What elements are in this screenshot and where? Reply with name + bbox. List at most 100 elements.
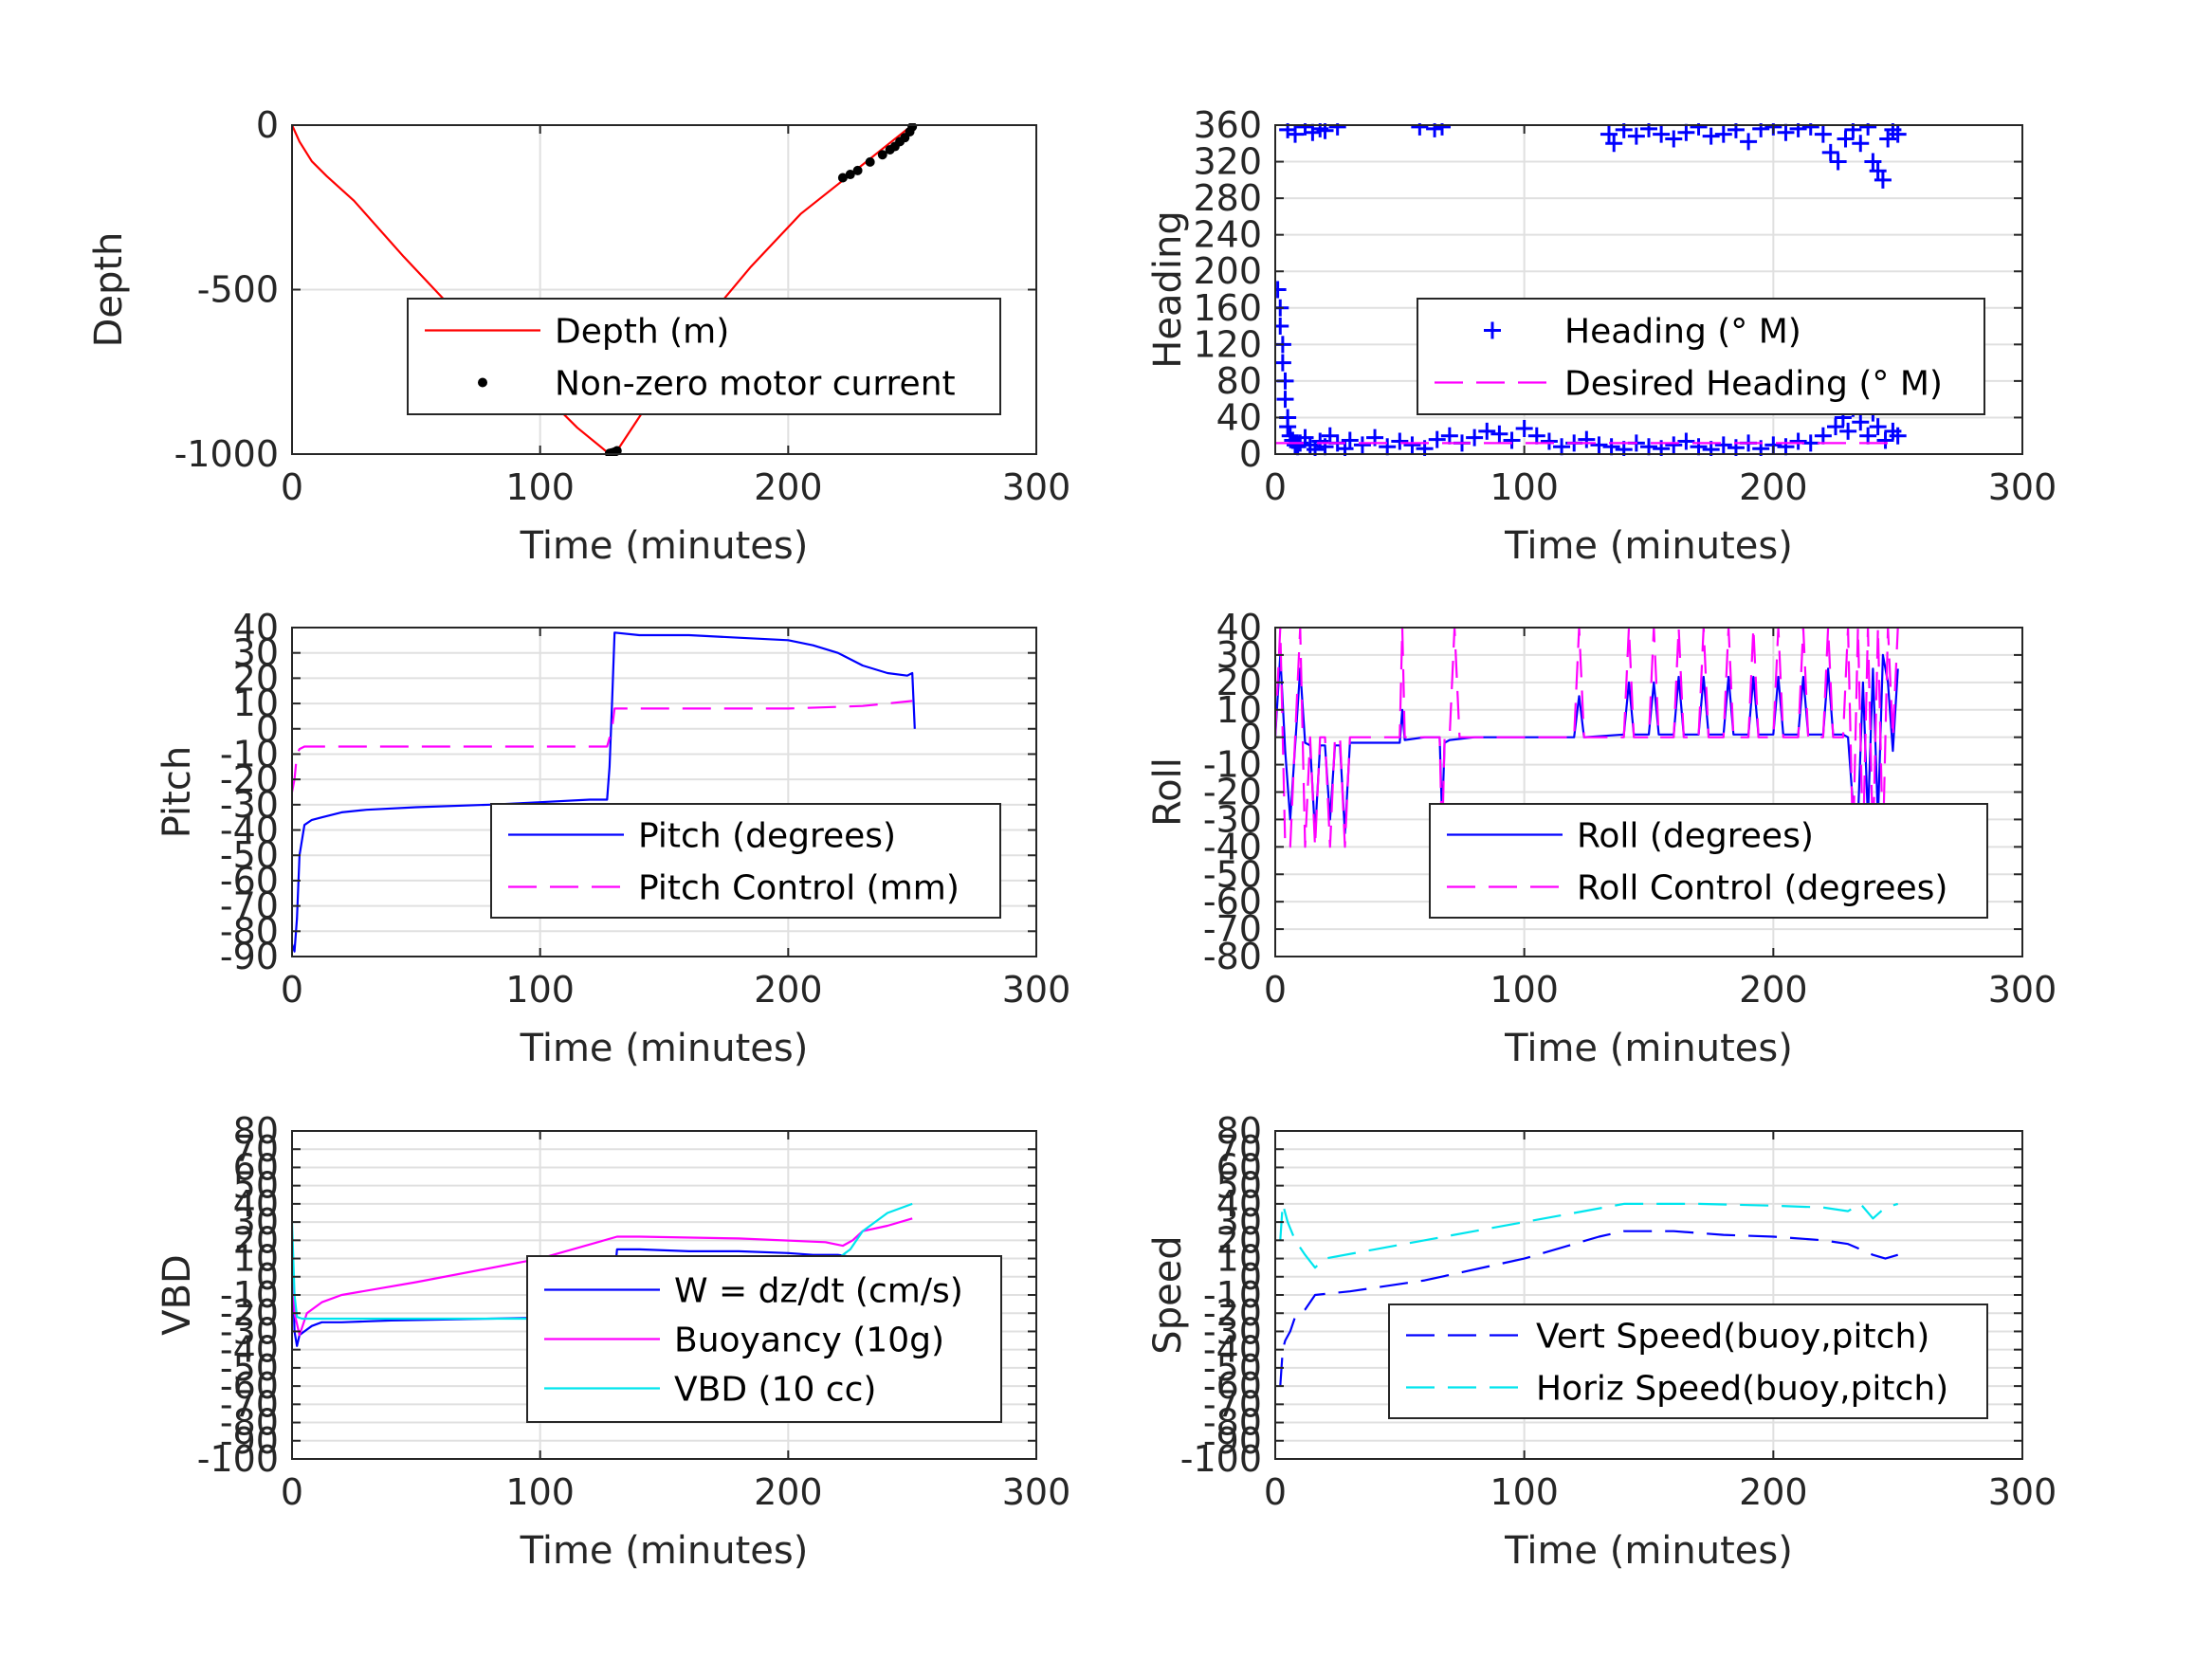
y-tick-label: 10 — [233, 683, 279, 724]
y-tick-label: -40 — [1203, 1329, 1262, 1371]
y-tick-label: -70 — [220, 885, 279, 927]
series-1-point — [1341, 431, 1359, 449]
y-tick-label: -50 — [1203, 853, 1262, 895]
series-1-point — [1889, 427, 1907, 445]
y-tick-label: 60 — [1216, 1146, 1262, 1188]
y-tick-label: -500 — [197, 269, 279, 311]
series-1-point — [1876, 431, 1894, 449]
series-1-point — [1466, 428, 1484, 447]
series-1-point — [1600, 125, 1618, 143]
y-tick-label: -20 — [1203, 1292, 1262, 1334]
y-tick-label: 0 — [1239, 433, 1262, 475]
y-tick-label: -60 — [220, 860, 279, 902]
y-tick-label: -50 — [220, 1347, 279, 1389]
series-1-point — [1590, 436, 1608, 454]
series-1-point — [1821, 143, 1839, 161]
y-tick-label: -10 — [220, 1274, 279, 1316]
series-1-point — [1411, 123, 1429, 136]
y-tick-label: -80 — [1203, 936, 1262, 977]
y-tick-label: 40 — [1216, 396, 1262, 438]
legend: Roll (degrees) Roll Control (degrees) — [1429, 803, 1988, 919]
x-tick-label: 200 — [754, 1471, 823, 1513]
series-1-point — [1615, 123, 1633, 138]
axes-frame — [1274, 124, 2023, 455]
series-1-point — [1433, 123, 1451, 136]
series-1-point — [1869, 418, 1887, 436]
x-tick-label: 0 — [1264, 969, 1287, 1011]
series-1-point — [1275, 281, 1287, 299]
y-tick-label: -80 — [220, 910, 279, 952]
series-1-point — [1403, 436, 1421, 454]
series-2-point — [845, 170, 855, 180]
y-tick-label: 60 — [233, 1146, 279, 1188]
y-tick-label: -100 — [1180, 1438, 1262, 1480]
series-2-line — [292, 700, 913, 793]
y-tick-label: -10 — [1203, 744, 1262, 786]
y-tick-label: 30 — [1216, 634, 1262, 676]
x-tick-label: 200 — [1739, 1471, 1808, 1513]
series-group — [1275, 123, 1907, 456]
y-tick-label: 30 — [1216, 1201, 1262, 1243]
y-axis-label: Roll — [1146, 757, 1190, 827]
y-tick-label: 50 — [233, 1165, 279, 1207]
y-tick-label: -50 — [1203, 1347, 1262, 1389]
y-tick-label: 200 — [1193, 250, 1262, 292]
series-1-point — [1777, 438, 1795, 456]
y-tick-label: -40 — [220, 1329, 279, 1371]
series-1-point — [1287, 125, 1305, 143]
y-tick-label: -10 — [1203, 1274, 1262, 1316]
y-tick-label: -30 — [220, 1310, 279, 1352]
series-1-point — [1289, 438, 1307, 456]
legend: W = dz/dt (cm/s) Buoyancy (10g) VBD (10 cc… — [526, 1255, 1002, 1423]
x-tick-label: 0 — [1264, 1471, 1287, 1513]
y-tick-label: 20 — [233, 1219, 279, 1261]
series-2-line — [1279, 1202, 1899, 1269]
series-1-point — [1714, 436, 1732, 454]
series-1-point — [1874, 171, 1892, 189]
legend-label: Desired Heading (° M) — [1564, 365, 1943, 404]
y-tick-label: 360 — [1193, 104, 1262, 146]
y-tick-label: -70 — [220, 1383, 279, 1425]
y-tick-label: -70 — [1203, 908, 1262, 950]
x-axis-label: Time (minutes) — [1504, 524, 1793, 568]
legend-box — [1388, 1304, 1988, 1419]
legend-label: VBD (10 cc) — [674, 1371, 876, 1410]
y-tick-label: -20 — [1203, 772, 1262, 813]
series-1-point — [1304, 123, 1322, 141]
y-axis-label: Heading — [1146, 210, 1190, 368]
series-1-point — [1665, 130, 1683, 148]
series-1-point — [1276, 391, 1294, 409]
series-2-point — [837, 173, 848, 183]
series-1-point — [1553, 438, 1571, 456]
series-1-point — [1801, 123, 1819, 136]
legend-label: Horiz Speed(buoy,pitch) — [1536, 1370, 1948, 1409]
y-tick-label: -30 — [1203, 798, 1262, 840]
legend-label: Heading (° M) — [1564, 313, 1801, 352]
series-1-point — [1328, 123, 1346, 136]
series-1-point — [1527, 427, 1545, 445]
x-tick-label: 300 — [1002, 1471, 1071, 1513]
legend-swatch — [478, 377, 487, 388]
series-1-point — [1426, 123, 1444, 137]
y-tick-label: 40 — [1216, 1183, 1262, 1225]
y-tick-label: 80 — [1216, 360, 1262, 402]
y-tick-label: 80 — [233, 1110, 279, 1152]
y-tick-label: 320 — [1193, 141, 1262, 183]
y-tick-label: 0 — [1239, 1256, 1262, 1298]
legend: Pitch (degrees) Pitch Control (mm) — [490, 803, 1001, 919]
y-tick-label: -50 — [220, 834, 279, 876]
series-1-point — [1578, 430, 1596, 448]
series-1-point — [1605, 135, 1623, 153]
y-tick-label: 70 — [1216, 1128, 1262, 1170]
x-tick-label: 200 — [754, 466, 823, 508]
x-tick-label: 200 — [754, 969, 823, 1011]
x-tick-label: 300 — [1988, 969, 2057, 1011]
chart-panel-3: 0 100 200 300-90-80-70-60-50-40-30-20-10010… — [155, 607, 1070, 1070]
series-1-point — [1640, 438, 1657, 456]
chart-panel-1: 0 100 200 300 -1000 -500 0 Time (minutes) Depth D… — [87, 104, 1070, 568]
series-1-point — [1789, 432, 1807, 450]
y-tick-label: 20 — [1216, 1219, 1262, 1261]
y-tick-label: 10 — [1216, 1238, 1262, 1280]
legend-box — [407, 298, 1001, 415]
y-tick-label: 280 — [1193, 177, 1262, 219]
